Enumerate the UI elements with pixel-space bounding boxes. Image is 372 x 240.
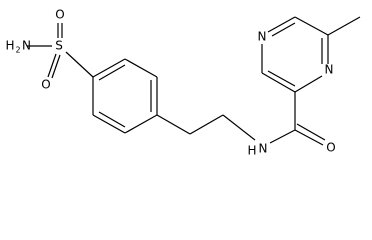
atom-label: O — [41, 78, 50, 92]
atom-label: S — [55, 39, 63, 53]
atom-label: H — [5, 39, 14, 53]
bonds — [27, 16, 361, 146]
atom-label: N — [258, 30, 267, 44]
atom-label: O — [326, 141, 335, 155]
atom-subscript: 2 — [15, 46, 20, 55]
structure-diagram: H 2 N S O O H N O N N — [5, 8, 361, 158]
atom-label: N — [259, 142, 268, 156]
atom-label: N — [325, 63, 334, 77]
page: {"atoms": {"amine_h": "H", "amine_sub": … — [5, 7, 361, 158]
atom-label: O — [55, 8, 64, 22]
atom-label: H — [247, 144, 256, 158]
atom-label: N — [22, 39, 31, 53]
